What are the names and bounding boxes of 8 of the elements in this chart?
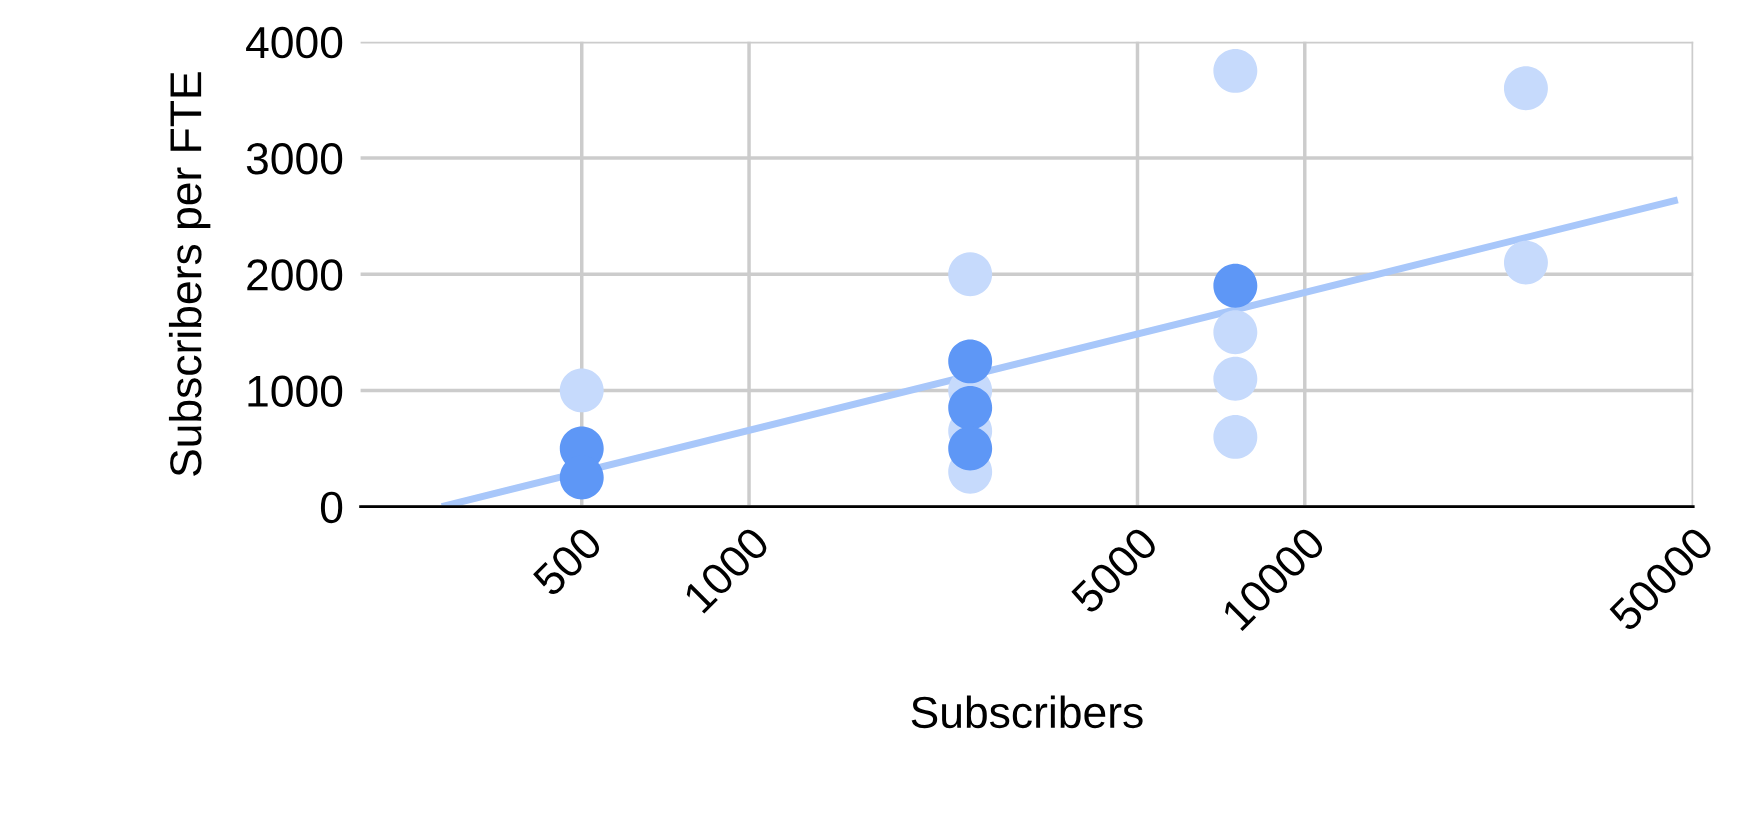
- y-tick-label: 4000: [246, 26, 343, 59]
- y-tick-label: 1000: [248, 375, 343, 407]
- y-tick-label: 3000: [246, 143, 343, 175]
- y-tick-label: 2000: [247, 259, 343, 291]
- y-tick-label: 0: [320, 491, 343, 524]
- x-axis-title: Subscribers: [911, 695, 1143, 729]
- y-axis-title: Subscribers per FTE: [168, 72, 211, 476]
- x-tick-label: 500: [531, 525, 604, 598]
